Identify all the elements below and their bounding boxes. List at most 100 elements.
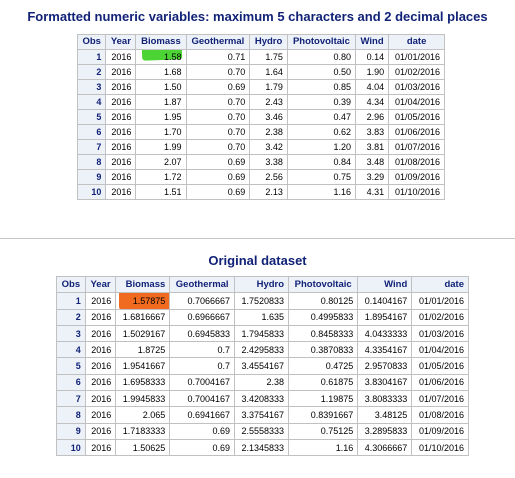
cell-geothermal: 0.69 xyxy=(185,154,251,170)
cell-hydro: 2.43 xyxy=(249,94,288,110)
cell-biomass: 1.99 xyxy=(135,139,187,155)
cell-biomass: 1.50625 xyxy=(115,438,171,457)
cell-wind: 0.1404167 xyxy=(357,292,413,310)
col-header-biomass: Biomass xyxy=(115,275,171,294)
table-row: 8 2016 2.07 0.69 3.38 0.84 3.48 01/08/2016 xyxy=(76,154,445,170)
table-row: 5 2016 1.9541667 0.7 3.4554167 0.4725 2.957083… xyxy=(56,357,469,375)
cell-year: 2016 xyxy=(84,438,117,457)
cell-geothermal: 0.69 xyxy=(185,184,251,200)
cell-photovoltaic: 0.4995833 xyxy=(288,308,359,326)
table-row: 6 2016 1.6958333 0.7004167 2.38 0.61875 3.8304… xyxy=(56,373,469,392)
cell-year: 2016 xyxy=(105,169,137,185)
cell-wind: 4.04 xyxy=(355,79,390,95)
cell-date: 01/05/2016 xyxy=(388,109,445,125)
cell-date: 01/03/2016 xyxy=(388,79,445,95)
cell-wind: 2.96 xyxy=(355,109,390,125)
cell-obs: 3 xyxy=(76,79,107,95)
original-table-title: Original dataset xyxy=(208,253,307,268)
cell-hydro: 2.56 xyxy=(249,169,288,185)
original-table: Obs Year Biomass Geothermal Hydro Photov… xyxy=(56,275,469,457)
cell-year: 2016 xyxy=(84,406,117,424)
cell-photovoltaic: 0.39 xyxy=(286,94,357,110)
cell-date: 01/03/2016 xyxy=(411,324,469,343)
cell-hydro: 2.13 xyxy=(249,184,288,200)
cell-obs: 7 xyxy=(76,139,107,155)
cell-obs: 9 xyxy=(76,169,107,185)
col-header-biomass: Biomass xyxy=(135,34,187,50)
cell-geothermal: 0.71 xyxy=(185,49,251,65)
table-row: 9 2016 1.7183333 0.69 2.5558333 0.75125 3.2895… xyxy=(56,422,469,440)
formatted-table: Obs Year Biomass Geothermal Hydro Photov… xyxy=(76,34,445,200)
cell-date: 01/08/2016 xyxy=(388,154,445,170)
cell-date: 01/01/2016 xyxy=(411,292,469,310)
cell-biomass: 1.9945833 xyxy=(115,390,171,408)
cell-biomass: 1.50 xyxy=(135,79,187,95)
formatted-table-title: Formatted numeric variables: maximum 5 c… xyxy=(27,9,488,24)
table-row: 2 2016 1.68 0.70 1.64 0.50 1.90 01/02/2016 xyxy=(76,64,445,80)
cell-hydro: 2.38 xyxy=(249,124,288,140)
cell-obs: 1 xyxy=(56,292,86,310)
cell-geothermal: 0.7 xyxy=(169,357,236,375)
cell-wind: 4.0433333 xyxy=(357,324,413,343)
cell-geothermal: 0.6966667 xyxy=(169,308,236,326)
cell-year: 2016 xyxy=(105,94,137,110)
cell-hydro: 2.4295833 xyxy=(234,341,290,359)
table-row: 6 2016 1.70 0.70 2.38 0.62 3.83 01/06/2016 xyxy=(76,124,445,140)
col-header-year: Year xyxy=(105,34,137,50)
cell-obs: 10 xyxy=(56,438,86,457)
cell-date: 01/09/2016 xyxy=(388,169,445,185)
cell-hydro: 3.3754167 xyxy=(234,406,290,424)
col-header-geothermal: Geothermal xyxy=(169,275,236,294)
cell-year: 2016 xyxy=(105,109,137,125)
cell-biomass: 1.51 xyxy=(135,184,187,200)
cell-obs: 4 xyxy=(76,94,107,110)
cell-biomass: 1.68 xyxy=(135,64,187,80)
cell-geothermal: 0.6941667 xyxy=(169,406,236,424)
cell-hydro: 1.7945833 xyxy=(234,324,290,343)
cell-wind: 4.3354167 xyxy=(357,341,413,359)
col-header-year: Year xyxy=(84,275,117,294)
cell-photovoltaic: 0.50 xyxy=(286,64,357,80)
cell-date: 01/08/2016 xyxy=(411,406,469,424)
original-table-header-row: Obs Year Biomass Geothermal Hydro Photov… xyxy=(56,275,469,294)
table-row: 2 2016 1.6816667 0.6966667 1.635 0.4995833 1.8… xyxy=(56,308,469,326)
cell-hydro: 3.4554167 xyxy=(234,357,290,375)
col-header-obs: Obs xyxy=(56,275,86,294)
cell-wind: 3.29 xyxy=(355,169,390,185)
cell-year: 2016 xyxy=(84,357,117,375)
table-row: 7 2016 1.9945833 0.7004167 3.4208333 1.19875 3… xyxy=(56,390,469,408)
cell-geothermal: 0.7 xyxy=(169,341,236,359)
cell-obs: 9 xyxy=(56,422,86,440)
cell-year: 2016 xyxy=(84,422,117,440)
cell-wind: 1.8954167 xyxy=(357,308,413,326)
table-row: 3 2016 1.5029167 0.6945833 1.7945833 0.845833… xyxy=(56,324,469,343)
cell-biomass: 1.7183333 xyxy=(115,422,171,440)
cell-wind: 3.8083333 xyxy=(357,390,413,408)
cell-date: 01/06/2016 xyxy=(388,124,445,140)
cell-date: 01/07/2016 xyxy=(411,390,469,408)
cell-photovoltaic: 1.19875 xyxy=(288,390,359,408)
table-row: 10 2016 1.50625 0.69 2.1345833 1.16 4.3066667 0… xyxy=(56,438,469,457)
cell-geothermal: 0.70 xyxy=(185,124,251,140)
cell-photovoltaic: 0.8391667 xyxy=(288,406,359,424)
table-row: 8 2016 2.065 0.6941667 3.3754167 0.8391667 3.4… xyxy=(56,406,469,424)
cell-hydro: 1.7520833 xyxy=(234,292,290,310)
cell-obs: 5 xyxy=(56,357,86,375)
table-row: 4 2016 1.87 0.70 2.43 0.39 4.34 01/04/2016 xyxy=(76,94,445,110)
cell-date: 01/04/2016 xyxy=(411,341,469,359)
table-row: 9 2016 1.72 0.69 2.56 0.75 3.29 01/09/2016 xyxy=(76,169,445,185)
cell-hydro: 2.38 xyxy=(234,373,290,392)
col-header-obs: Obs xyxy=(76,34,107,50)
col-header-wind: Wind xyxy=(357,275,413,294)
cell-date: 01/02/2016 xyxy=(411,308,469,326)
cell-photovoltaic: 0.61875 xyxy=(288,373,359,392)
cell-hydro: 2.1345833 xyxy=(234,438,290,457)
cell-biomass: 1.57875 xyxy=(115,292,171,310)
cell-year: 2016 xyxy=(84,292,117,310)
col-header-date: date xyxy=(411,275,469,294)
table-row: 1 2016 1.57875 0.7066667 1.7520833 0.80125 0.1… xyxy=(56,292,469,310)
table-row: 4 2016 1.8725 0.7 2.4295833 0.3870833 4.335416… xyxy=(56,341,469,359)
cell-obs: 8 xyxy=(56,406,86,424)
cell-year: 2016 xyxy=(105,49,137,65)
table-row: 10 2016 1.51 0.69 2.13 1.16 4.31 01/10/2016 xyxy=(76,184,445,200)
